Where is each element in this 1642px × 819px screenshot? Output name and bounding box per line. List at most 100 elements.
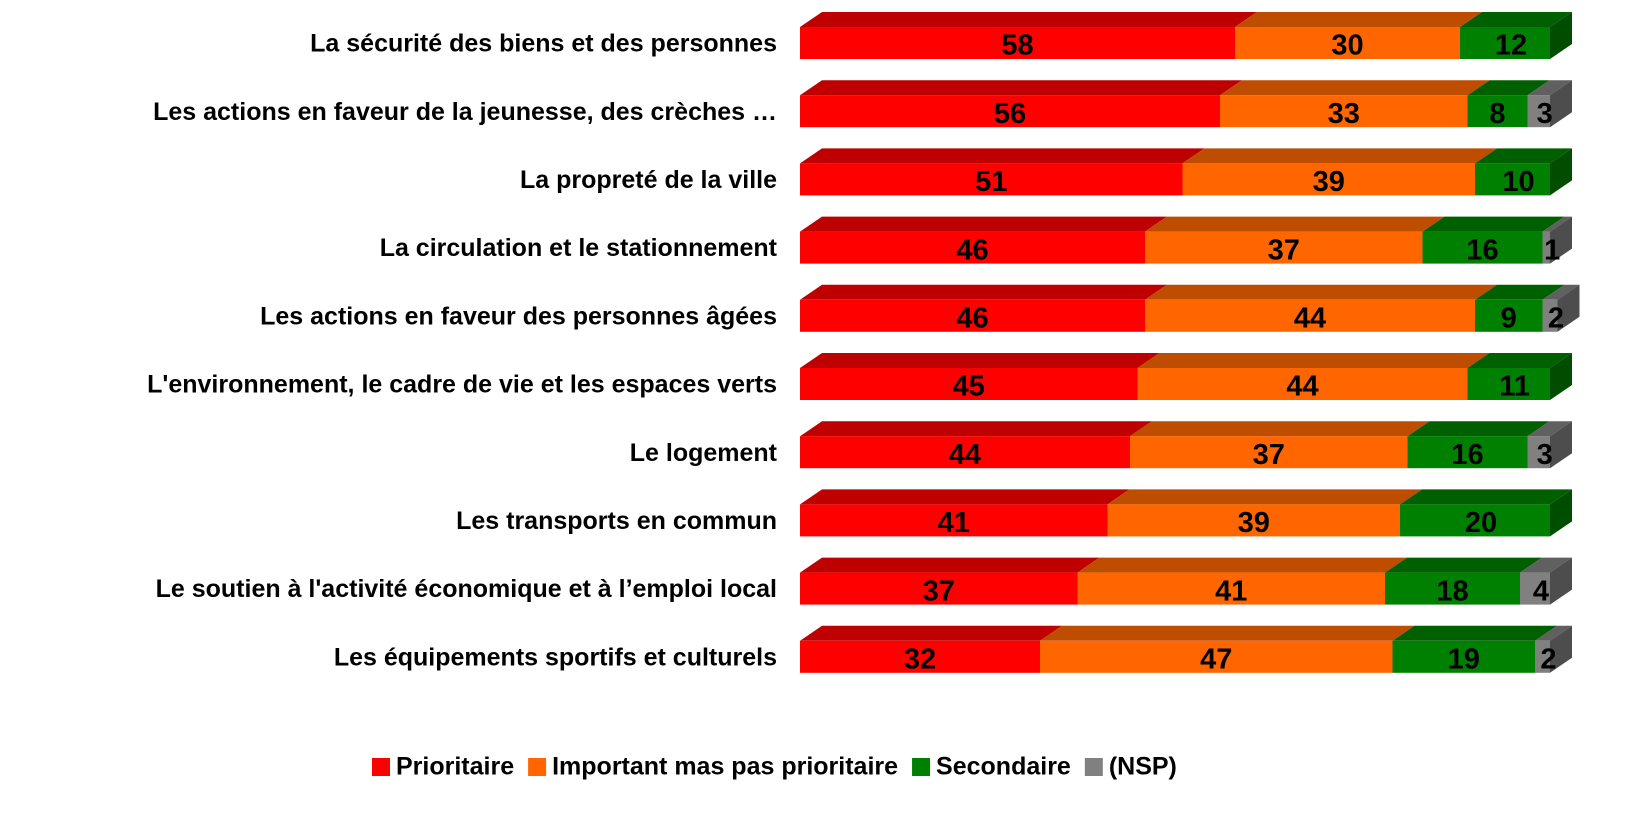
- bar-front: [1145, 231, 1423, 264]
- bar-side: [1550, 216, 1572, 264]
- bar-front: [1542, 231, 1550, 264]
- value-label: 2: [1540, 643, 1556, 675]
- value-label: 58: [1001, 30, 1033, 62]
- bar-side: [1550, 489, 1572, 537]
- bar-segment: [800, 625, 1062, 673]
- bar-top: [800, 489, 1130, 505]
- value-label: 16: [1466, 234, 1498, 266]
- bar-side: [1550, 12, 1572, 59]
- bar-top: [1475, 284, 1565, 300]
- value-label: 46: [956, 302, 988, 334]
- legend: Prioritaire Important mas pas prioritaire…: [372, 753, 1177, 781]
- value-label: 41: [1215, 575, 1247, 607]
- bar-side: [1550, 353, 1572, 400]
- value-label: 51: [975, 166, 1007, 198]
- bar-front: [1400, 504, 1550, 537]
- bar-top: [800, 216, 1167, 232]
- bar-top: [1235, 12, 1482, 27]
- bar-top: [1392, 625, 1557, 641]
- bar-front: [1467, 368, 1550, 400]
- bar-front: [1475, 299, 1543, 332]
- bar-segment: [1385, 557, 1542, 605]
- bar-front: [1130, 436, 1408, 469]
- bar-top: [800, 625, 1062, 641]
- legend-swatch: [1084, 758, 1103, 776]
- value-label: 37: [1253, 439, 1285, 471]
- bar-front: [800, 27, 1235, 59]
- bar-top: [1422, 216, 1565, 232]
- category-label: Les transports en commun: [456, 507, 777, 535]
- value-label: 8: [1489, 98, 1505, 130]
- value-label: 2: [1548, 302, 1564, 334]
- bar-top: [1407, 421, 1550, 437]
- legend-swatch: [528, 758, 547, 776]
- bar-top: [1107, 489, 1422, 505]
- bar-top: [1535, 625, 1572, 641]
- bar-segment: [1542, 284, 1580, 332]
- value-label: 9: [1501, 302, 1517, 334]
- value-label: 3: [1537, 439, 1553, 471]
- bar-segment: [800, 557, 1100, 605]
- bar-top: [1460, 12, 1572, 27]
- legend-label: Prioritaire: [396, 753, 514, 781]
- bar-segment: [1400, 489, 1572, 537]
- bar-top: [1385, 557, 1542, 573]
- legend-label: (NSP): [1109, 753, 1177, 781]
- bar-segment: [800, 284, 1167, 332]
- bar-segment: [800, 80, 1242, 128]
- value-label: 46: [956, 234, 988, 266]
- value-label: 44: [1286, 371, 1318, 403]
- bar-segment: [1527, 421, 1572, 469]
- bar-front: [1542, 299, 1558, 332]
- bar-top: [1542, 284, 1580, 300]
- bar-segment: [1130, 421, 1430, 469]
- bar-front: [1220, 95, 1468, 128]
- value-label: 4: [1533, 575, 1549, 607]
- bar-top: [1467, 80, 1550, 96]
- bar-segment: [1145, 216, 1445, 264]
- value-label: 19: [1448, 643, 1480, 675]
- bar-segment: [1182, 148, 1497, 196]
- bar-top: [1182, 148, 1497, 164]
- bar-segment: [800, 489, 1130, 537]
- bar-front: [1137, 368, 1468, 400]
- bar-side: [1550, 80, 1572, 128]
- legend-swatch: [372, 758, 390, 776]
- bar-front: [1235, 27, 1460, 59]
- bar-top: [1542, 216, 1572, 232]
- bar-top: [800, 284, 1167, 300]
- bar-front: [1392, 640, 1535, 673]
- bar-front: [1460, 27, 1550, 59]
- bar-segment: [1235, 12, 1482, 59]
- bar-top: [1077, 557, 1407, 573]
- value-label: 56: [994, 98, 1026, 130]
- value-label: 11: [1499, 371, 1530, 403]
- bar-front: [1385, 572, 1520, 605]
- bar-top: [800, 353, 1160, 368]
- bar-segment: [1535, 625, 1572, 673]
- bar-top: [1040, 625, 1415, 641]
- value-label: 16: [1451, 439, 1483, 471]
- value-label: 3: [1537, 98, 1553, 130]
- category-label: Les équipements sportifs et culturels: [334, 643, 777, 671]
- bar-front: [800, 163, 1183, 196]
- bar-top: [1137, 353, 1490, 368]
- bar-front: [800, 436, 1130, 469]
- bar-segment: [1475, 284, 1565, 332]
- bar-segment: [800, 421, 1152, 469]
- value-label: 33: [1328, 98, 1360, 130]
- bar-top: [800, 148, 1205, 164]
- bar-segment: [1467, 353, 1572, 400]
- value-label: 37: [1268, 234, 1300, 266]
- bar-segment: [1137, 353, 1490, 400]
- bar-front: [800, 299, 1145, 332]
- bar-front: [1467, 95, 1528, 128]
- bar-front: [1527, 95, 1550, 128]
- bar-segment: [1542, 216, 1572, 264]
- bar-front: [1077, 572, 1385, 605]
- bar-front: [1407, 436, 1528, 469]
- value-label: 44: [1294, 302, 1326, 334]
- bar-side: [1550, 557, 1572, 605]
- bar-front: [800, 504, 1108, 537]
